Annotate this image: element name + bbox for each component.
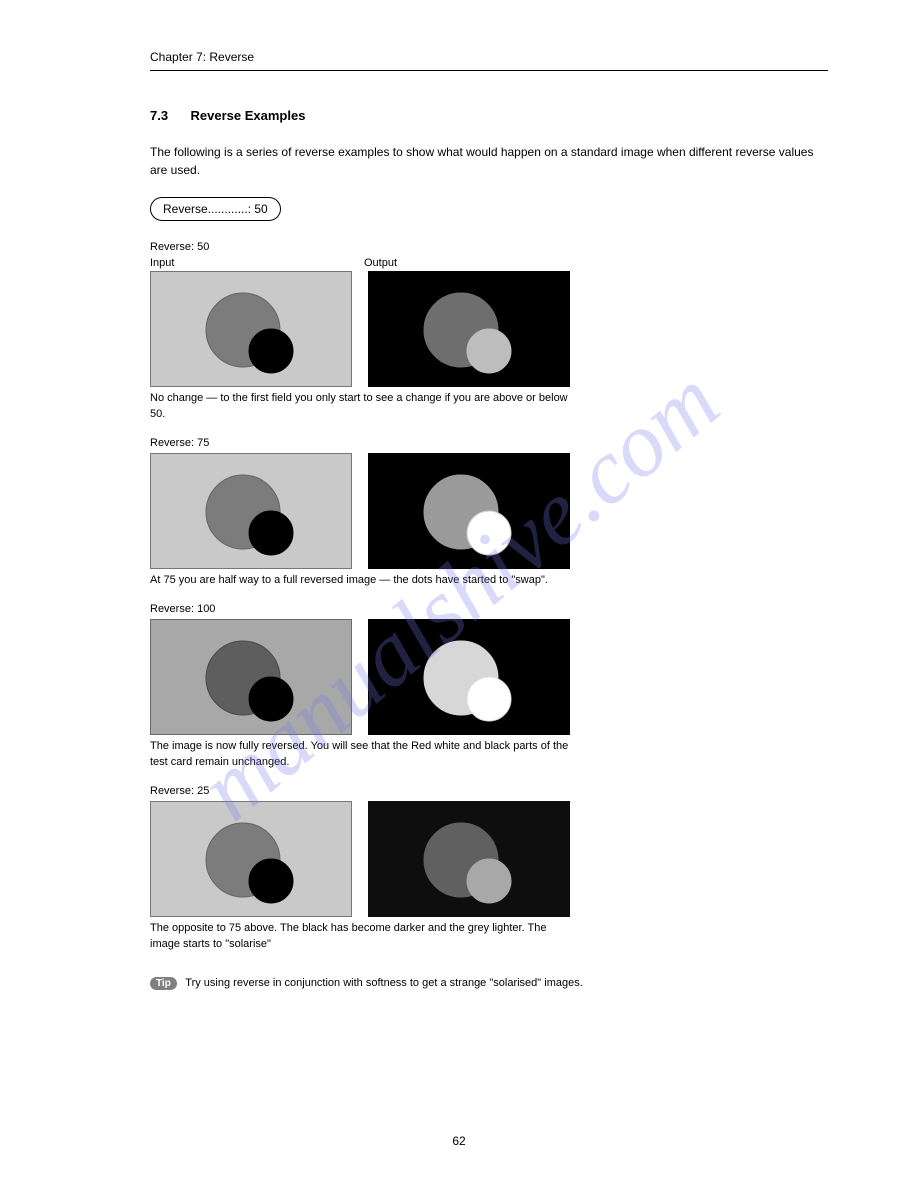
tip-text: Try using reverse in conjunction with so… — [185, 977, 582, 989]
example-panel — [150, 619, 352, 735]
example-panel — [150, 453, 352, 569]
row-description: No change — to the first field you only … — [150, 391, 570, 423]
legend-input: Input — [150, 257, 352, 269]
row-description: The image is now fully reversed. You wil… — [150, 739, 570, 771]
chapter-header: Chapter 7: Reverse — [150, 50, 828, 71]
example-panel — [368, 453, 570, 569]
example-row: Reverse: 50 Input Output No change — to … — [150, 241, 828, 423]
example-panel — [368, 271, 570, 387]
section-number: 7.3 — [150, 108, 168, 123]
legend-output: Output — [364, 257, 566, 269]
row-label: Reverse: 50 — [150, 241, 828, 253]
row-label: Reverse: 75 — [150, 437, 828, 449]
reverse-field-capsule: Reverse............: 50 — [150, 197, 281, 221]
section-title: Reverse Examples — [191, 108, 306, 123]
intro-paragraph: The following is a series of reverse exa… — [150, 143, 828, 179]
row-description: At 75 you are half way to a full reverse… — [150, 573, 570, 589]
example-row: Reverse: 75 At 75 you are half way to a … — [150, 437, 828, 589]
example-row: Reverse: 25 The opposite to 75 above. Th… — [150, 785, 828, 953]
row-label: Reverse: 25 — [150, 785, 828, 797]
page-number: 62 — [0, 1134, 918, 1148]
row-description: The opposite to 75 above. The black has … — [150, 921, 570, 953]
example-panel — [150, 801, 352, 917]
example-panel — [368, 801, 570, 917]
example-row: Reverse: 100 The image is now fully reve… — [150, 603, 828, 771]
tip-badge: Tip — [150, 977, 177, 990]
example-panel — [368, 619, 570, 735]
row-label: Reverse: 100 — [150, 603, 828, 615]
example-panel — [150, 271, 352, 387]
